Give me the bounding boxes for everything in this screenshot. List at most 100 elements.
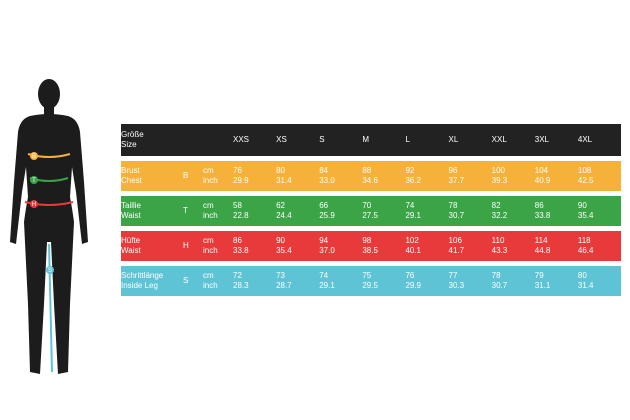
value-cm: 77	[448, 271, 458, 280]
measurement-name-de: Taillie	[121, 201, 142, 210]
measurement-letter: B	[183, 161, 203, 191]
measurement-value: 110 43.3	[491, 231, 535, 261]
value-inch: 31.4	[276, 176, 292, 185]
value-inch: 33.8	[534, 211, 551, 220]
measurement-name-en: Chest	[121, 176, 142, 185]
value-cm: 102	[405, 236, 419, 245]
measurement-value: 118 46.4	[577, 231, 621, 261]
measurement-value: 92 36.2	[405, 161, 449, 191]
silhouette-icon	[10, 79, 88, 374]
measurement-value: 96 37.7	[448, 161, 492, 191]
value-cm: 80	[276, 166, 286, 175]
value-inch: 40.9	[534, 176, 551, 185]
value-cm: 70	[362, 201, 372, 210]
measurement-value: 76 29.9	[233, 161, 277, 191]
value-inch: 35.4	[577, 211, 594, 220]
measurement-name-de: Schrittlänge	[121, 271, 164, 280]
value-cm: 73	[276, 271, 286, 280]
size-s: S	[319, 124, 363, 156]
measurement-value: 75 29.5	[362, 266, 406, 296]
unit-inch: inch	[203, 176, 218, 185]
measurement-value: 88 34.6	[362, 161, 406, 191]
value-inch: 41.7	[448, 246, 465, 255]
value-inch: 22.8	[233, 211, 249, 220]
value-cm: 98	[362, 236, 372, 245]
measurement-name-en: Waist	[121, 211, 141, 220]
value-cm: 78	[448, 201, 458, 210]
measurement-name-de: Brust	[121, 166, 140, 175]
value-inch: 37.7	[448, 176, 465, 185]
value-inch: 44.8	[534, 246, 551, 255]
measurement-value: 90 35.4	[276, 231, 320, 261]
value-cm: 90	[276, 236, 286, 245]
waist-marker-label: T	[32, 178, 36, 184]
unit-cm: cm	[203, 166, 214, 175]
value-inch: 28.7	[276, 281, 292, 290]
value-inch: 46.4	[577, 246, 594, 255]
value-cm: 86	[534, 201, 544, 210]
value-cm: 92	[405, 166, 415, 175]
measurement-value: 73 28.7	[276, 266, 320, 296]
measurement-value: 58 22.8	[233, 196, 277, 226]
measurement-value: 106 41.7	[448, 231, 492, 261]
value-cm: 108	[577, 166, 592, 175]
hip-marker-label: H	[32, 202, 36, 208]
size-m: M	[362, 124, 406, 156]
value-cm: 90	[577, 201, 587, 210]
measurement-value: 100 39.3	[491, 161, 535, 191]
value-inch: 30.3	[448, 281, 465, 290]
value-inch: 33.0	[319, 176, 335, 185]
value-cm: 79	[534, 271, 544, 280]
chest-marker-label: B	[32, 154, 36, 160]
size-header-row: Größe Size XXS XS S M L XL XXL 3XL 4XL	[121, 124, 621, 156]
unit-labels: cm inch	[203, 231, 233, 261]
value-inch: 32.2	[491, 211, 508, 220]
value-inch: 31.1	[534, 281, 551, 290]
measurement-value: 108 42.5	[577, 161, 621, 191]
unit-inch: inch	[203, 246, 218, 255]
measurement-value: 79 31.1	[534, 266, 578, 296]
value-inch: 33.8	[233, 246, 249, 255]
measurement-value: 114 44.8	[534, 231, 578, 261]
measurement-name-de: Hüfte	[121, 236, 141, 245]
size-xxl: XXL	[491, 124, 535, 156]
body-silhouette-figure: B T H S	[10, 79, 88, 374]
value-inch: 29.9	[405, 281, 422, 290]
value-cm: 118	[577, 236, 591, 245]
value-cm: 66	[319, 201, 329, 210]
measurement-name-en: Waist	[121, 246, 141, 255]
measurement-value: 94 37.0	[319, 231, 363, 261]
measurement-letter: T	[183, 196, 203, 226]
measurement-value: 76 29.9	[405, 266, 449, 296]
measurement-label: Schrittlänge Inside Leg	[121, 266, 183, 296]
unit-inch: inch	[203, 211, 218, 220]
value-cm: 72	[233, 271, 242, 280]
value-cm: 76	[405, 271, 415, 280]
value-cm: 96	[448, 166, 458, 175]
value-inch: 34.6	[362, 176, 378, 185]
measurement-value: 70 27.5	[362, 196, 406, 226]
value-cm: 88	[362, 166, 372, 175]
size-xl: XL	[448, 124, 492, 156]
measurement-value: 77 30.3	[448, 266, 492, 296]
measurement-label: Hüfte Waist	[121, 231, 183, 261]
value-cm: 106	[448, 236, 462, 245]
value-inch: 28.3	[233, 281, 249, 290]
measurement-value: 74 29.1	[319, 266, 363, 296]
measurement-value: 84 33.0	[319, 161, 363, 191]
value-inch: 24.4	[276, 211, 292, 220]
measurement-name-en: Inside Leg	[121, 281, 158, 290]
unit-inch: inch	[203, 281, 218, 290]
measurement-value: 80 31.4	[577, 266, 621, 296]
unit-cm: cm	[203, 201, 214, 210]
measurement-value: 78 30.7	[448, 196, 492, 226]
value-cm: 86	[233, 236, 242, 245]
unit-labels: cm inch	[203, 196, 233, 226]
hip-marker	[30, 200, 38, 208]
value-inch: 36.2	[405, 176, 422, 185]
measurement-letter: S	[183, 266, 203, 296]
